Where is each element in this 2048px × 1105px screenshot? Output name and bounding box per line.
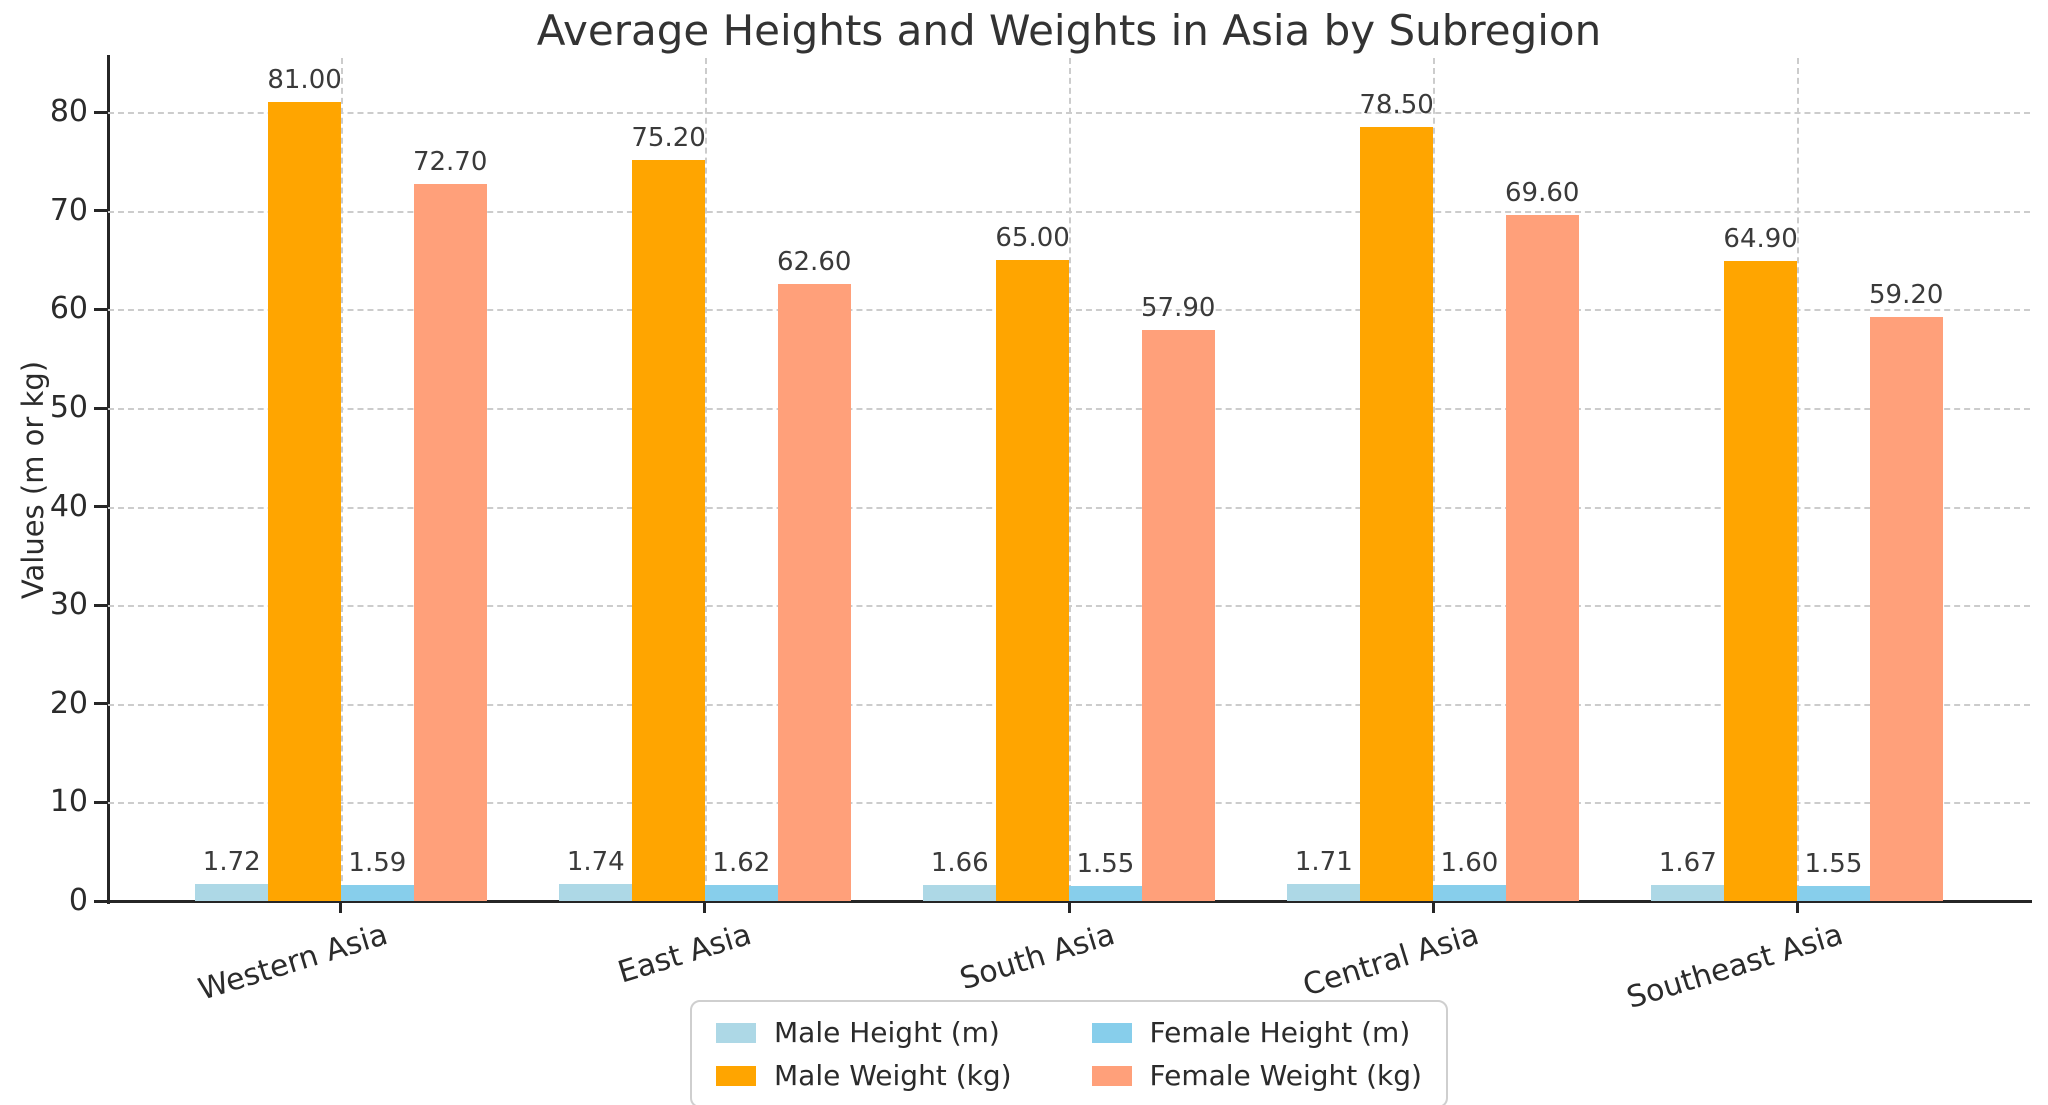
legend-item: Female Weight (kg) xyxy=(1091,1059,1422,1092)
y-tick-mark xyxy=(94,307,108,311)
bar-value-label: 69.60 xyxy=(1505,177,1580,208)
legend-label: Female Weight (kg) xyxy=(1149,1059,1422,1092)
x-tick-mark xyxy=(1067,901,1071,913)
bar-value-label: 1.59 xyxy=(348,848,407,879)
legend-swatch xyxy=(1091,1022,1132,1043)
y-tick-mark xyxy=(94,800,108,804)
legend-item: Male Height (m) xyxy=(716,1016,1012,1049)
legend-item: Male Weight (kg) xyxy=(716,1059,1012,1092)
x-category-label: East Asia xyxy=(613,917,756,991)
x-gridline xyxy=(340,58,343,901)
bar-value-label: 78.50 xyxy=(1359,90,1434,121)
x-gridline xyxy=(1433,58,1435,901)
bar xyxy=(1797,885,1870,901)
bar xyxy=(268,102,341,901)
legend-swatch xyxy=(1091,1065,1132,1086)
legend-swatch xyxy=(716,1065,757,1086)
bar-value-label: 1.71 xyxy=(1294,847,1353,878)
bar xyxy=(704,885,778,901)
bar xyxy=(777,283,851,901)
legend: Male Height (m) Female Height (m) Male Wei… xyxy=(690,1000,1448,1105)
x-tick-mark xyxy=(339,901,343,913)
bar-value-label: 1.72 xyxy=(202,847,261,878)
y-axis-spine xyxy=(106,55,110,904)
bar-value-label: 1.67 xyxy=(1658,847,1717,878)
y-tick-mark xyxy=(94,899,108,903)
bar-value-label: 72.70 xyxy=(412,147,488,178)
x-gridline xyxy=(1797,58,1800,901)
legend-label: Male Weight (kg) xyxy=(774,1059,1012,1092)
bar-value-label: 59.20 xyxy=(1869,280,1944,311)
bar-value-label: 1.66 xyxy=(930,847,989,878)
bar xyxy=(1069,885,1142,901)
bar xyxy=(413,184,487,901)
x-gridline xyxy=(1069,58,1071,901)
bar-value-label: 1.55 xyxy=(1076,848,1135,879)
chart-title: Average Heights and Weights in Asia by S… xyxy=(536,6,1602,55)
bar xyxy=(1141,330,1215,901)
bar xyxy=(559,883,633,901)
bar xyxy=(1287,884,1361,901)
bar-value-label: 1.74 xyxy=(566,846,625,877)
y-tick-mark xyxy=(94,406,108,410)
legend-wrapper: Male Height (m) Female Height (m) Male Wei… xyxy=(108,1000,2030,1105)
bar xyxy=(340,885,414,901)
x-category-label: Central Asia xyxy=(1299,917,1484,1004)
y-tick-mark xyxy=(94,702,108,706)
bar xyxy=(923,884,997,901)
bar xyxy=(1505,214,1579,901)
bar-value-label: 1.62 xyxy=(712,848,771,879)
bar-value-label: 1.60 xyxy=(1440,848,1499,879)
legend-label: Female Height (m) xyxy=(1149,1016,1411,1049)
y-tick-label: 0 xyxy=(68,883,88,918)
x-tick-mark xyxy=(1431,901,1435,913)
bar-value-label: 65.00 xyxy=(995,223,1070,254)
x-tick-mark xyxy=(1795,901,1799,913)
plot-area: 0 10 20 30 40 50 60 70 80 Western Asia East Asia So… xyxy=(50,55,2032,1016)
y-tick-label: 30 xyxy=(49,587,88,623)
bar xyxy=(1869,317,1943,901)
legend-swatch xyxy=(716,1022,757,1043)
y-tick-mark xyxy=(94,505,108,509)
y-tick-mark xyxy=(94,603,108,607)
y-tick-mark xyxy=(94,209,108,213)
bar xyxy=(1724,261,1798,901)
legend-item: Female Height (m) xyxy=(1091,1016,1422,1049)
y-tick-label: 80 xyxy=(49,94,88,130)
bar-value-label: 62.60 xyxy=(776,246,852,277)
bar xyxy=(1651,884,1725,901)
bar-value-label: 64.90 xyxy=(1723,224,1798,255)
x-gridline xyxy=(704,58,707,901)
y-tick-label: 70 xyxy=(49,192,88,228)
bar xyxy=(1433,885,1506,901)
y-tick-label: 40 xyxy=(49,488,88,524)
bar-value-label: 81.00 xyxy=(267,65,342,96)
y-tick-label: 20 xyxy=(49,685,88,721)
bar xyxy=(195,884,269,901)
bar-value-label: 75.20 xyxy=(631,122,706,153)
y-tick-mark xyxy=(94,110,108,114)
bar xyxy=(1360,127,1433,901)
y-tick-label: 50 xyxy=(49,390,88,426)
y-tick-label: 60 xyxy=(49,291,88,327)
bar xyxy=(632,159,705,901)
legend-label: Male Height (m) xyxy=(774,1016,1000,1049)
bar-value-label: 1.55 xyxy=(1804,848,1863,879)
bar xyxy=(996,260,1069,901)
x-category-label: Western Asia xyxy=(194,917,392,1008)
y-tick-label: 10 xyxy=(49,784,88,820)
bar-value-label: 57.90 xyxy=(1140,293,1216,324)
x-tick-mark xyxy=(703,901,707,913)
x-category-label: South Asia xyxy=(956,917,1120,998)
